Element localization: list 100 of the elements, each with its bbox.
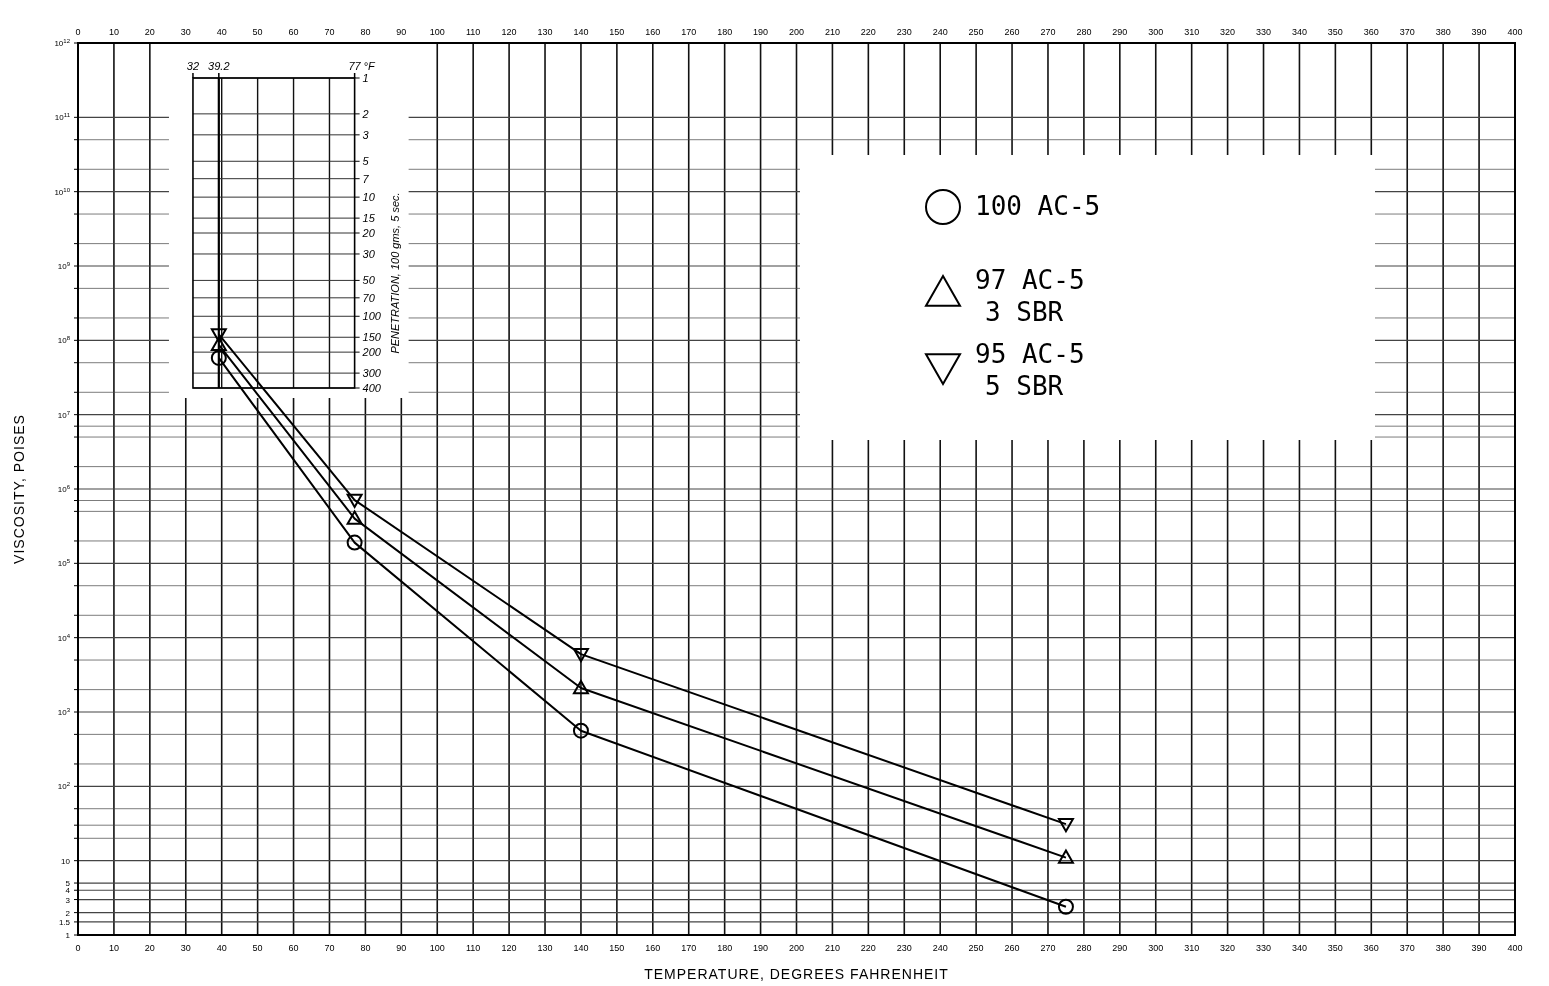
x-tick-label: 380 xyxy=(1435,27,1451,37)
x-tick-label: 230 xyxy=(896,27,912,37)
x-tick-label: 120 xyxy=(501,27,517,37)
y-tick-label: 100 xyxy=(362,310,382,323)
x-tick-label: 30 xyxy=(180,27,191,37)
x2-tick-label: 170 xyxy=(681,943,697,953)
y-tick-label: 10$^{7}$ xyxy=(57,409,71,420)
y-tick-label: 30 xyxy=(362,247,376,260)
x-tick-label: 220 xyxy=(860,27,876,37)
y-tick-label: 10$^{6}$ xyxy=(57,484,71,494)
x2-tick-label: 360 xyxy=(1363,943,1379,953)
x2-tick-label: 110 xyxy=(466,943,481,953)
x-tick-label: 350 xyxy=(1327,27,1343,37)
y-tick-label: 10$^{5}$ xyxy=(57,558,71,569)
x2-tick-label: 370 xyxy=(1399,943,1415,953)
x2-tick-label: 150 xyxy=(609,943,625,953)
x2-tick-label: 30 xyxy=(180,943,191,953)
x-tick-label: 210 xyxy=(824,27,840,37)
y-tick-label: 10$^{11}$ xyxy=(54,112,71,123)
x-tick-label: 240 xyxy=(932,27,948,37)
y-tick-label: 10$^{12}$ xyxy=(54,38,71,48)
y-tick-label: 5 xyxy=(362,155,370,168)
y-tick-label: 4 xyxy=(65,886,71,896)
x-tick-label: 80 xyxy=(360,27,371,37)
point xyxy=(210,328,227,343)
x-tick-label: 190 xyxy=(753,27,769,37)
y-tick-label: 20 xyxy=(361,227,376,239)
x2-tick-label: 200 xyxy=(788,943,805,953)
x2-tick-label: 80 xyxy=(360,943,371,953)
legend-label: 95 AC-5 5 SBR xyxy=(975,339,1085,401)
x-tick-label: 170 xyxy=(681,27,697,37)
point xyxy=(572,647,589,663)
x2-tick-label: 280 xyxy=(1076,943,1092,953)
x2-tick-label: 390 xyxy=(1471,943,1487,953)
x2-tick-label: 310 xyxy=(1184,943,1200,953)
x2-tick-label: 220 xyxy=(860,943,876,953)
y-tick-label: 10$^{2}$ xyxy=(57,781,71,792)
y-tick-label: 2 xyxy=(65,908,71,918)
x-tick-label: 70 xyxy=(324,27,335,37)
x2-tick-label: 0 xyxy=(75,943,81,953)
x-tick-label: 160 xyxy=(645,27,661,37)
x2-tick-label: 60 xyxy=(288,943,299,953)
point xyxy=(210,336,227,352)
point xyxy=(1057,817,1074,833)
x-tick-label: 300 xyxy=(1148,27,1164,37)
point xyxy=(346,493,363,509)
y-tick-label: 400 xyxy=(362,382,382,394)
y-tick-label: 15 xyxy=(362,212,376,225)
y-tick-label: 10$^{10}$ xyxy=(54,186,71,197)
x-tick-label: 390 xyxy=(1471,27,1487,37)
point xyxy=(210,349,227,366)
y-axis-title: VISCOSITY, POISES xyxy=(11,414,27,564)
x-tick-label: 20 xyxy=(144,27,155,37)
x2-tick-label: 40 xyxy=(216,943,227,953)
x2-tick-label: 190 xyxy=(753,943,769,953)
x2-tick-label: 240 xyxy=(932,943,948,953)
y-tick-label: 10$^{4}$ xyxy=(57,632,71,643)
x2-tick-label: 100 xyxy=(429,943,445,953)
x2-tick-label: 380 xyxy=(1435,943,1451,953)
x-tick-label: 60 xyxy=(288,27,299,37)
point xyxy=(572,722,589,739)
x2-tick-label: 210 xyxy=(824,943,840,953)
y-tick-label: 7 xyxy=(362,172,370,185)
x-tick-label: 150 xyxy=(609,27,625,37)
y-tick-label: 10 xyxy=(61,856,71,866)
x-tick-label: 360 xyxy=(1363,27,1379,37)
y-tick-label: 3 xyxy=(65,895,71,905)
x-tick-label: 39.2 xyxy=(208,60,230,72)
point xyxy=(1057,898,1074,915)
x2-tick-label: 50 xyxy=(252,943,263,953)
x2-tick-label: 90 xyxy=(396,943,407,953)
x-axis-title: TEMPERATURE, DEGREES FAHRENHEIT xyxy=(644,966,949,982)
x-tick-label: 90 xyxy=(396,27,407,37)
x-tick-label: 130 xyxy=(537,27,553,37)
x-tick-label: 180 xyxy=(717,27,733,37)
x2-tick-label: 160 xyxy=(645,943,661,953)
x2-tick-label: 400 xyxy=(1507,943,1523,953)
y-tick-label: 200 xyxy=(361,346,382,359)
x-tick-label: 320 xyxy=(1220,27,1236,37)
y-tick-label: 150 xyxy=(362,331,382,344)
y-tick-label: 1 xyxy=(362,72,369,84)
x-tick-label: 50 xyxy=(252,27,263,37)
y-tick-label: 10$^{3}$ xyxy=(57,707,71,717)
x-tick-label: 310 xyxy=(1184,27,1200,37)
x2-tick-label: 330 xyxy=(1256,943,1272,953)
y-tick-label: 70 xyxy=(362,291,376,304)
x-tick-label: 100 xyxy=(429,27,445,37)
x2-tick-label: 340 xyxy=(1291,943,1307,953)
x-tick-label: 200 xyxy=(788,27,805,37)
x2-tick-label: 130 xyxy=(537,943,553,953)
y-axis-title: PENETRATION, 100 gms, 5 sec. xyxy=(388,192,401,354)
x2-tick-label: 120 xyxy=(501,943,517,953)
x-tick-label: 110 xyxy=(466,27,481,37)
legend-label: 97 AC-5 3 SBR xyxy=(975,265,1085,327)
x2-tick-label: 20 xyxy=(144,943,155,953)
x-tick-label: 270 xyxy=(1040,27,1056,37)
x2-tick-label: 230 xyxy=(896,943,912,953)
x2-tick-label: 70 xyxy=(324,943,335,953)
x2-tick-label: 300 xyxy=(1148,943,1164,953)
x2-tick-label: 350 xyxy=(1327,943,1343,953)
